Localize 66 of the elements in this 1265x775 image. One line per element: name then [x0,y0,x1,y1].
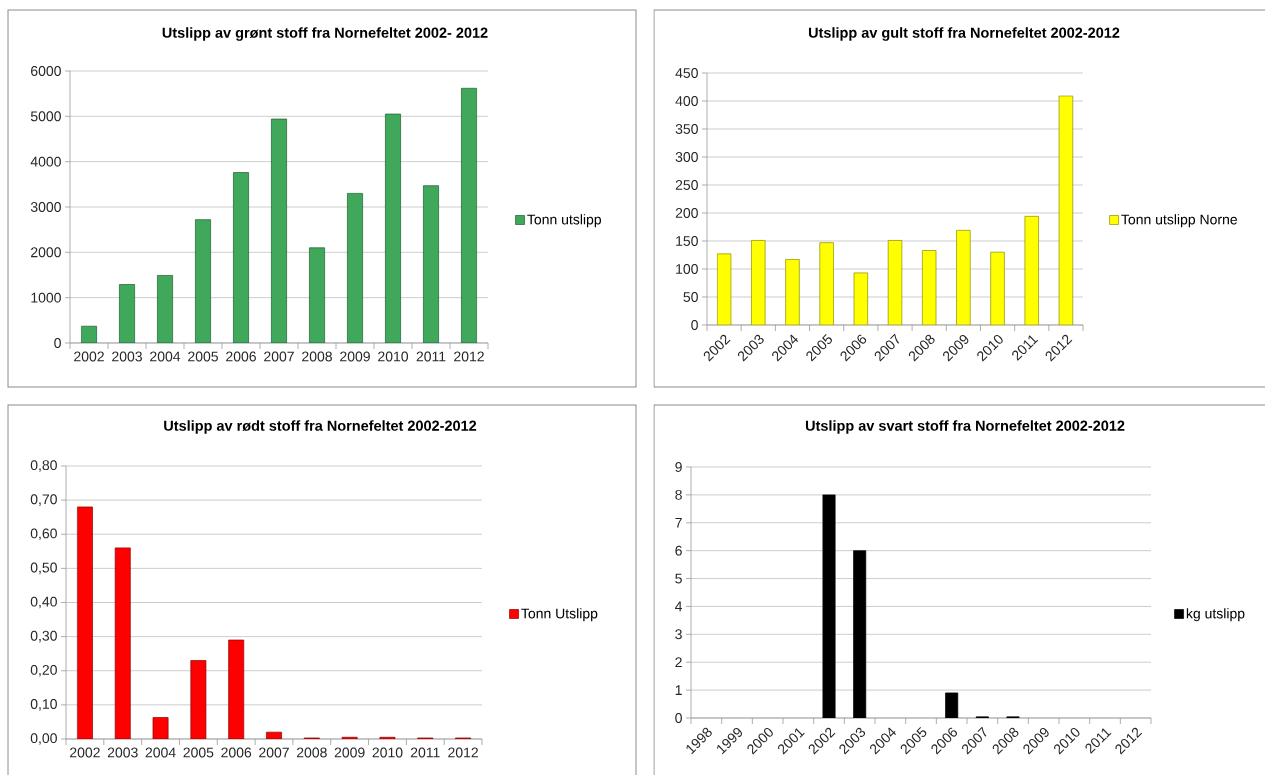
y-tick-label: 1000 [31,292,61,303]
x-tick-label: 2011 [410,747,440,758]
y-tick-label: 5 [675,573,682,584]
x-tick-label: 2010 [372,747,403,758]
x-tick-label: 2008 [302,351,332,362]
x-tick-label: 2011 [416,351,446,362]
y-tick-label: 450 [675,68,698,78]
y-tick-label: 4 [675,601,683,612]
legend-label: Tonn Utslipp [521,608,598,622]
chart-title: Utslipp av rødt stoff fra Nornefeltet 2002-2012 [164,420,477,434]
y-tick-label: 0,40 [30,596,57,609]
y-tick-label: 0,80 [30,460,57,472]
chart-title: Utslipp av grønt stoff fra Nornefeltet 2002- 2012 [162,27,488,41]
y-tick-label: 100 [676,264,698,274]
x-tick-label: 2007 [264,351,294,362]
x-tick-label: 2009 [334,747,365,758]
x-tick-label: 2003 [107,747,138,758]
y-tick-label: 350 [675,124,698,134]
y-tick-label: 400 [675,96,698,106]
y-tick-label: 6 [675,545,682,556]
y-tick-label: 0 [691,320,698,330]
x-tick-label: 2009 [340,351,370,362]
y-tick-label: 0,20 [30,664,57,677]
y-tick-label: 1 [675,685,682,695]
y-tick-label: 4000 [30,156,61,167]
y-tick-label: 250 [675,180,698,190]
x-tick-label: 2012 [454,351,484,362]
y-tick-label: 50 [683,292,698,302]
y-tick-label: 2 [675,657,682,668]
x-tick-label: 2007 [259,747,289,758]
y-tick-label: 200 [675,208,698,218]
y-tick-label: 0,70 [30,494,57,506]
chart-title: Utslipp av gult stoff fra Nornefeltet 2002-2012 [808,27,1120,41]
x-tick-label: 2010 [378,351,409,362]
y-tick-label: 150 [676,236,698,246]
legend-label: Tonn utslipp [527,214,602,228]
chart-title: Utslipp av svart stoff fra Nornefeltet 2002-2012 [805,420,1125,434]
x-tick-label: 2008 [296,747,327,758]
x-tick-label: 2004 [150,351,181,362]
x-tick-label: 2003 [112,351,142,362]
x-tick-label: 2002 [70,747,100,758]
y-tick-label: 7 [675,517,682,528]
y-tick-label: 2000 [31,247,61,258]
y-tick-label: 0,50 [30,562,57,575]
y-tick-label: 6000 [31,66,61,76]
y-tick-label: 0 [675,713,682,723]
x-tick-label: 2004 [145,747,176,758]
legend-label: kg utslipp [1186,608,1245,622]
y-tick-label: 0,60 [30,528,57,541]
y-tick-label: 3000 [30,202,61,212]
x-tick-label: 2005 [183,747,214,758]
y-tick-label: 9 [675,462,682,472]
x-tick-label: 2002 [74,351,104,362]
x-tick-label: 2006 [221,747,252,758]
y-tick-label: 8 [675,489,682,500]
y-tick-label: 5000 [30,111,61,122]
y-tick-label: 0,10 [30,699,57,711]
x-tick-label: 2012 [448,747,478,758]
x-tick-label: 2005 [188,351,218,362]
y-tick-label: 300 [675,152,698,162]
y-tick-label: 3 [675,629,682,640]
legend-label: Tonn utslipp Norne [1121,214,1238,228]
y-tick-label: 0 [54,338,61,348]
x-tick-label: 2006 [226,351,256,362]
y-tick-label: 0,30 [30,630,57,643]
y-tick-label: 0,00 [30,733,57,745]
